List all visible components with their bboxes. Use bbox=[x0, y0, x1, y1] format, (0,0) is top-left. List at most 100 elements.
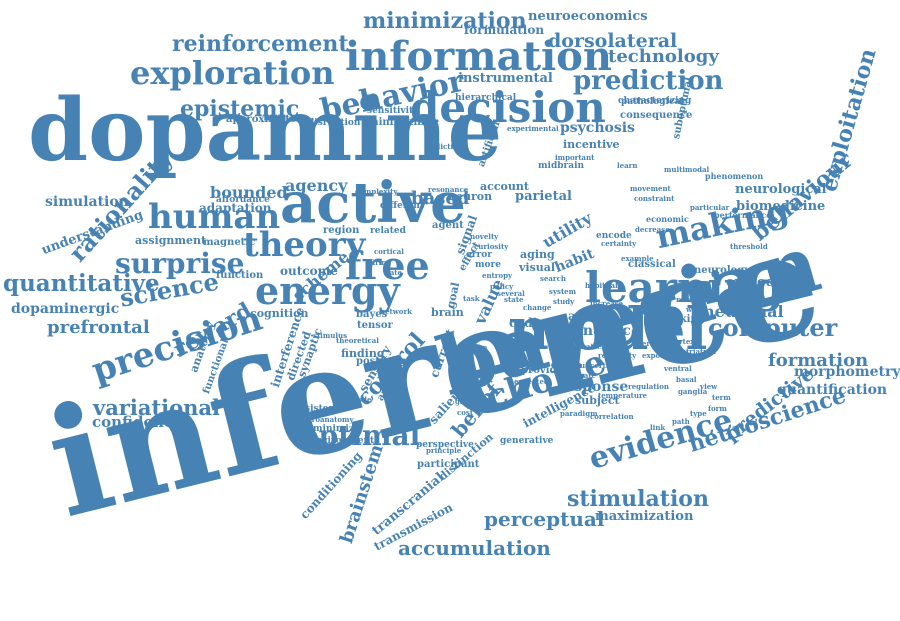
cloud-word: human bbox=[148, 197, 281, 237]
cloud-word: view bbox=[700, 382, 718, 391]
cloud-word: path bbox=[672, 417, 690, 426]
cloud-word: confidence bbox=[92, 413, 183, 431]
cloud-word: perception bbox=[637, 339, 680, 348]
cloud-word: brain bbox=[431, 306, 464, 319]
cloud-word: formulation bbox=[464, 23, 545, 37]
cloud-word: active bbox=[280, 170, 466, 236]
cloud-word: certainty bbox=[601, 239, 637, 248]
cloud-word: policy bbox=[490, 282, 514, 291]
cloud-word: region bbox=[323, 225, 360, 236]
cloud-word: example bbox=[621, 254, 654, 263]
cloud-word: estimate bbox=[562, 371, 596, 380]
cloud-word: task bbox=[463, 294, 480, 303]
cloud-word: theoretical bbox=[336, 336, 379, 345]
cloud-word: particular bbox=[690, 203, 730, 212]
cloud-word: gain bbox=[455, 397, 473, 406]
cloud-word: bayes bbox=[356, 309, 388, 320]
cloud-word: technology bbox=[608, 46, 719, 67]
cloud-word: free bbox=[345, 243, 430, 288]
cloud-word: outcome bbox=[280, 264, 338, 278]
cloud-word: visual bbox=[519, 261, 556, 274]
cloud-word: decrease bbox=[635, 225, 670, 234]
cloud-word: action bbox=[463, 343, 488, 352]
cloud-word: reinforcement bbox=[172, 31, 349, 57]
cloud-word: firing bbox=[370, 258, 392, 267]
cloud-word: coding bbox=[509, 316, 555, 330]
cloud-word: affordance bbox=[216, 195, 270, 205]
cloud-word: type bbox=[690, 409, 707, 418]
cloud-word: optimal bbox=[300, 419, 421, 452]
cloud-word: dopamine bbox=[28, 80, 503, 181]
cloud-word: increase bbox=[590, 299, 624, 308]
cloud-word: biomedicine bbox=[736, 199, 826, 214]
cloud-word: exponential bbox=[642, 351, 688, 360]
cloud-word: perspective bbox=[416, 440, 474, 450]
cloud-word: masking bbox=[657, 314, 705, 325]
cloud-word: learn bbox=[617, 161, 638, 170]
cloud-word: cortical bbox=[374, 247, 404, 256]
cloud-word: different bbox=[380, 201, 424, 211]
cloud-word: minimize bbox=[313, 424, 360, 434]
cloud-word: embodied bbox=[726, 275, 798, 290]
cloud-word: activity bbox=[568, 309, 618, 323]
cloud-word: threshold bbox=[730, 242, 768, 251]
cloud-word: pathological bbox=[621, 97, 684, 107]
cloud-word: neurology bbox=[694, 265, 751, 276]
cloud-word: work bbox=[686, 305, 706, 314]
cloud-word: cognition bbox=[250, 307, 309, 320]
cloud-word: classical bbox=[628, 259, 676, 270]
cloud-word: paradigm bbox=[560, 409, 598, 418]
cloud-word: minimization bbox=[363, 8, 527, 34]
cloud-word: habitual bbox=[585, 281, 618, 290]
cloud-word: temperature bbox=[598, 391, 648, 400]
cloud-word: aging bbox=[520, 248, 555, 261]
cloud-word: prediction bbox=[573, 66, 724, 96]
cloud-word: level bbox=[648, 296, 667, 305]
cloud-word: neuronal bbox=[703, 302, 784, 321]
cloud-word: theory bbox=[243, 225, 366, 265]
cloud-word: dorsolateral bbox=[548, 30, 678, 52]
cloud-word: curiosity bbox=[474, 242, 509, 251]
cloud-word: prefrontal bbox=[47, 317, 150, 338]
cloud-word: principle bbox=[426, 446, 462, 455]
cloud-word: finding bbox=[341, 347, 385, 360]
cloud-word: decision bbox=[410, 83, 606, 132]
cloud-word: novelty bbox=[470, 232, 499, 241]
cloud-word: tensor bbox=[357, 320, 393, 331]
cloud-word: more bbox=[475, 260, 501, 270]
cloud-word: epistemic bbox=[180, 96, 300, 122]
cloud-word: participant bbox=[417, 459, 480, 470]
cloud-word: perceptual bbox=[484, 507, 605, 531]
cloud-word: encode bbox=[596, 231, 632, 241]
cloud-word: sensitivity bbox=[367, 106, 419, 116]
cloud-word: attention bbox=[586, 342, 623, 351]
cloud-word: related bbox=[370, 226, 406, 236]
cloud-word: computer bbox=[708, 313, 838, 342]
cloud-word: simulation bbox=[45, 194, 129, 210]
cloud-word: neurological bbox=[735, 182, 827, 197]
cloud-word: maximization bbox=[595, 509, 694, 524]
cloud-word: subject bbox=[575, 394, 620, 407]
cloud-word: magnetic bbox=[203, 237, 256, 248]
cloud-word: agent bbox=[432, 220, 464, 231]
cloud-word: entropy bbox=[482, 271, 513, 280]
cloud-word: performance bbox=[714, 210, 772, 220]
cloud-word: exploration bbox=[130, 54, 335, 92]
cloud-word: link bbox=[650, 423, 666, 432]
cloud-word: environment bbox=[310, 436, 375, 446]
cloud-word: correlation bbox=[590, 412, 634, 421]
cloud-word: system bbox=[549, 287, 577, 296]
cloud-word: hierarchical bbox=[455, 93, 517, 103]
cloud-word: formation bbox=[768, 350, 869, 371]
cloud-word: uncertainty bbox=[580, 361, 626, 370]
cloud-word: psychosis bbox=[560, 120, 635, 136]
cloud-word: term bbox=[712, 393, 731, 402]
cloud-word: stimulus bbox=[313, 331, 348, 340]
cloud-word: consistent bbox=[287, 404, 340, 414]
cloud-word: parietal bbox=[515, 189, 572, 204]
cloud-word: constraint bbox=[634, 194, 675, 203]
cloud-word: consequence bbox=[620, 110, 693, 121]
cloud-word: important bbox=[555, 153, 595, 162]
cloud-word: basal bbox=[676, 375, 697, 384]
cloud-word: incentive bbox=[563, 138, 620, 151]
